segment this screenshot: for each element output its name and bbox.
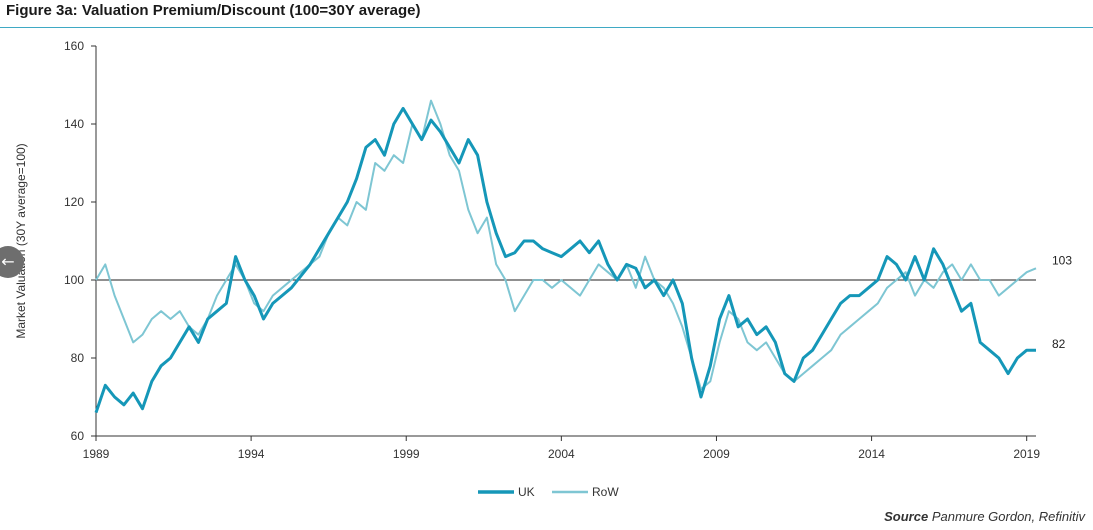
- y-tick-label: 100: [64, 273, 84, 287]
- y-tick-label: 140: [64, 117, 84, 131]
- line-chart: 60 80 100 120 140 160 1989 1994 1999 2004 2009 2014…: [14, 39, 1072, 499]
- source-text: Panmure Gordon, Refinitiv: [931, 509, 1085, 524]
- series-line-row: [95, 99, 1037, 391]
- title-divider: [0, 27, 1093, 28]
- x-tick-label: 2004: [548, 447, 575, 461]
- y-tick-label: 60: [71, 429, 85, 443]
- series-line-uk: [94, 106, 1036, 414]
- legend-label-row: RoW: [592, 485, 619, 499]
- x-tick-label: 2014: [858, 447, 885, 461]
- arrow-left-icon: ←: [1, 252, 15, 271]
- x-tick-label: 2019: [1013, 447, 1040, 461]
- y-tick-label: 120: [64, 195, 84, 209]
- x-tick-label: 1994: [238, 447, 265, 461]
- source-note: Source Panmure Gordon, Refinitiv: [884, 509, 1085, 524]
- legend-label-uk: UK: [518, 485, 535, 499]
- y-axis-label: Market Valuation (30Y average=100): [14, 143, 28, 338]
- y-tick-label: 80: [71, 351, 85, 365]
- y-tick-label: 160: [64, 39, 84, 53]
- source-label: Source: [884, 509, 929, 524]
- chart-title: Figure 3a: Valuation Premium/Discount (1…: [6, 2, 421, 19]
- chart-axes: 60 80 100 120 140 160 1989 1994 1999 2004 2009 2014…: [14, 39, 1040, 461]
- end-label-uk: 82: [1052, 337, 1066, 351]
- x-tick-label: 1999: [393, 447, 420, 461]
- x-tick-label: 1989: [83, 447, 110, 461]
- end-label-row: 103: [1052, 253, 1072, 267]
- plot-area: 103 82: [94, 99, 1072, 414]
- x-tick-label: 2009: [703, 447, 730, 461]
- legend: UK RoW: [478, 485, 619, 499]
